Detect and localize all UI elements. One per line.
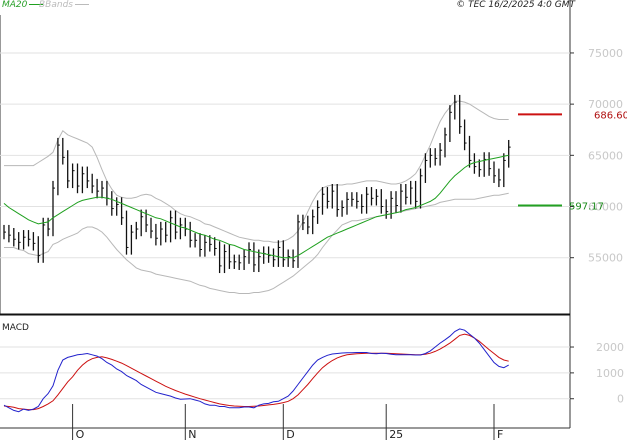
price-y-tick-label: 70000 xyxy=(588,98,623,111)
macd-panel: MACD 0 1000 2000 xyxy=(0,323,624,413)
price-y-tick-label: 65000 xyxy=(588,149,623,162)
macd-y-tick-label: 0 xyxy=(617,393,624,406)
x-tick-label: N xyxy=(188,428,196,440)
macd-line xyxy=(3,328,509,413)
bbands-upper-line xyxy=(4,100,509,243)
resistance-label: 686.60 xyxy=(594,110,627,121)
x-tick-label: O xyxy=(76,428,85,440)
x-axis: O N D 25 F xyxy=(0,404,570,440)
ma20-line xyxy=(3,154,509,259)
x-tick-label: D xyxy=(286,428,294,440)
price-y-tick-label: 60000 xyxy=(588,201,623,214)
bbands-lower-line xyxy=(4,192,509,294)
legend-ma20-swatch xyxy=(29,4,44,5)
x-tick-label: F xyxy=(497,428,503,440)
legend-bbands: BBands xyxy=(39,0,89,10)
support-label: 597.17 xyxy=(569,201,604,212)
x-tick-label: 25 xyxy=(389,428,403,440)
legend-ma20: MA20 xyxy=(2,0,44,10)
copyright-timestamp: © TEC 16/2/2025 4:0 GMT xyxy=(456,0,575,10)
macd-title: MACD xyxy=(2,323,29,333)
price-y-tick-label: 55000 xyxy=(588,252,623,265)
macd-y-tick-label: 1000 xyxy=(596,367,624,380)
legend-bbands-swatch xyxy=(74,4,89,5)
price-y-tick-label: 75000 xyxy=(588,47,623,60)
price-panel: 55000 60000 65000 70000 75000 686.60 597.17 xyxy=(0,0,627,428)
macd-y-tick-label: 2000 xyxy=(596,341,624,354)
